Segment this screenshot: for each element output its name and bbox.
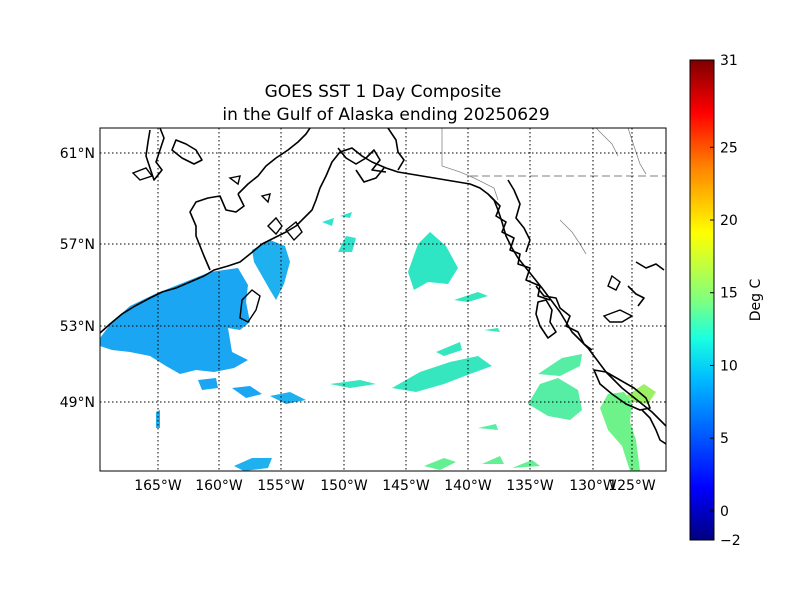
colorbar-tick-label: 15 [720, 286, 738, 302]
lat-label-49: 49°N [60, 395, 95, 411]
sst-data-layer [100, 212, 656, 471]
colorbar-tick-label: 5 [720, 431, 729, 447]
map-title-line2: in the Gulf of Alaska ending 20250629 [222, 105, 549, 125]
lat-label-61: 61°N [60, 146, 95, 162]
colorbar-tick-label: 25 [720, 140, 738, 156]
lat-label-57: 57°N [60, 237, 95, 253]
colorbar-ticks: −2 0 5 10 15 20 25 31 [710, 53, 741, 549]
lon-label-165: 165°W [134, 478, 182, 494]
sst-patch-band-south [392, 356, 492, 392]
lon-label-160: 160°W [195, 478, 243, 494]
sst-patch-central [408, 232, 458, 290]
colorbar: −2 0 5 10 15 20 25 31 Deg C [689, 53, 764, 549]
colorbar-scale [689, 59, 715, 541]
longitude-labels: 165°W 160°W 155°W 150°W 145°W 140°W 135°… [134, 478, 656, 494]
sst-patch-southeast [528, 378, 582, 420]
colorbar-tick-label: 0 [720, 504, 729, 520]
colorbar-tick-label: 10 [720, 358, 738, 374]
colorbar-tick-label: −2 [720, 533, 741, 549]
colorbar-label: Deg C [748, 279, 764, 322]
sst-patch-coastal [600, 392, 640, 471]
graticule [100, 128, 666, 471]
sst-patch-west [100, 268, 250, 374]
map-title-line1: GOES SST 1 Day Composite [265, 82, 502, 102]
latitude-labels: 61°N 57°N 53°N 49°N [60, 146, 95, 411]
lon-label-140: 140°W [444, 478, 492, 494]
lon-label-125: 125°W [608, 478, 656, 494]
lon-label-155: 155°W [257, 478, 305, 494]
lon-label-135: 135°W [506, 478, 554, 494]
map-area [100, 128, 666, 471]
lat-label-53: 53°N [60, 319, 95, 335]
coastlines [100, 128, 666, 445]
colorbar-tick-label: 20 [720, 213, 738, 229]
lon-label-150: 150°W [320, 478, 368, 494]
colorbar-tick-label: 31 [720, 53, 738, 69]
lon-label-145: 145°W [382, 478, 430, 494]
map-frame [99, 127, 667, 472]
lon-label-130: 130°W [569, 478, 617, 494]
